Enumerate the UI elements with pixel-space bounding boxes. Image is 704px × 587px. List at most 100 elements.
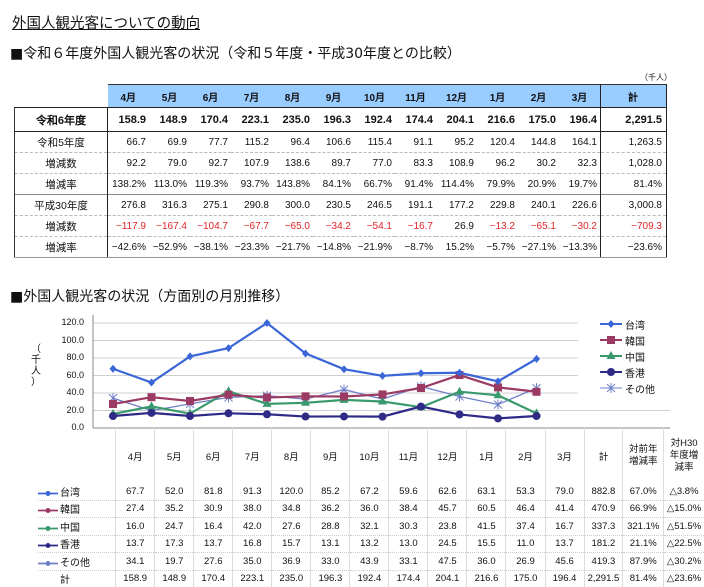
table-cell: 67.7 <box>115 483 155 501</box>
table-cell: 170.4 <box>193 570 233 587</box>
col-header: 4月 <box>115 428 155 483</box>
col-header: 1月 <box>477 84 518 108</box>
table-cell: 230.5 <box>313 194 354 216</box>
header-line: 対前年 <box>628 443 658 455</box>
table-cell: 16.0 <box>115 517 155 536</box>
table-cell: −13.3% <box>559 236 601 258</box>
table-cell: 115.2 <box>231 131 272 153</box>
table-cell: 23.8 <box>427 517 467 536</box>
table-row: 台湾 67.7 52.0 81.8 91.3 120.0 85.2 67.2 59.6 62.6 6… <box>38 483 704 501</box>
table-cell: 106.6 <box>313 131 354 153</box>
table-cell: 69.9 <box>149 131 190 153</box>
legend-triangle-icon <box>38 525 58 531</box>
table-cell: 17.3 <box>154 535 194 553</box>
section1-heading: ■令和６年度外国人観光客の状況（令和５年度・平成30年度との比較） <box>10 46 461 62</box>
legend-label: 香港 <box>625 368 645 380</box>
table-cell: 33.1 <box>388 552 428 571</box>
table-row: 韓国 27.4 35.2 30.9 38.0 34.8 36.2 36.0 38.4 45.7 60… <box>38 500 704 518</box>
table-cell: 46.4 <box>505 500 546 518</box>
table-cell: 62.6 <box>427 483 467 501</box>
table-cell: 36.0 <box>466 552 506 571</box>
table-cell: 77.7 <box>190 131 231 153</box>
table-cell: 38.4 <box>388 500 428 518</box>
table-cell: −14.8% <box>313 236 354 258</box>
table-cell: 96.2 <box>477 152 518 174</box>
table-cell: 30.2 <box>518 152 559 174</box>
table-cell: 175.0 <box>518 107 559 132</box>
table-row: その他 34.1 19.7 27.6 35.0 36.9 33.0 43.9 33.1 47.5 3… <box>38 552 704 571</box>
table-cell: 204.1 <box>436 107 477 132</box>
table-cell: 119.3% <box>194 178 228 190</box>
y-tick-label: 100.0 <box>61 334 84 345</box>
table-cell: 290.8 <box>231 194 272 216</box>
table-cell: 192.4 <box>354 107 395 132</box>
table-cell: 81.4% <box>622 570 664 587</box>
table-cell: 77.0 <box>354 152 395 174</box>
table-cell: −67.7 <box>231 215 272 237</box>
table-cell: −42.6% <box>107 236 149 258</box>
table-cell: 93.7% <box>240 178 269 190</box>
table-cell: 3,000.8 <box>600 194 667 216</box>
legend-item: 香港 <box>600 364 655 380</box>
col-header: 2月 <box>518 84 559 108</box>
table-cell: 216.6 <box>477 107 518 132</box>
row-label: 韓国 <box>38 500 116 518</box>
table-cell: −117.9 <box>107 215 149 237</box>
table-cell: 20.9% <box>527 178 556 190</box>
legend-asterisk-icon <box>38 560 58 566</box>
table-cell: −52.9% <box>149 236 190 258</box>
table-cell: 1,028.0 <box>600 152 667 174</box>
table-cell: 81.4% <box>600 173 667 195</box>
row-label-text: 台湾 <box>60 487 80 499</box>
table-cell: 148.9 <box>149 107 190 132</box>
table-cell: 27.4 <box>115 500 155 518</box>
legend-circle-icon <box>600 368 622 376</box>
table-cell: 16.8 <box>232 535 272 553</box>
row-label: 香港 <box>38 535 116 553</box>
table-cell: −38.1% <box>190 236 231 258</box>
row-label: 令和5年度 <box>14 131 108 153</box>
table-cell: △3.8% <box>663 483 704 501</box>
col-header: 3月 <box>559 84 601 108</box>
table-cell: 229.8 <box>477 194 518 216</box>
col-header: 8月 <box>271 428 311 483</box>
table-cell: 67.0% <box>622 483 664 501</box>
header-line: 減率 <box>674 461 694 473</box>
table-cell: 13.2 <box>349 535 389 553</box>
row-label: その他 <box>38 552 116 571</box>
table-cell: △30.2% <box>663 552 704 571</box>
col-header: 4月 <box>107 84 149 108</box>
row-label-text: 計 <box>60 575 70 587</box>
table-cell: 92.7 <box>190 152 231 174</box>
table-cell: 13.7 <box>193 535 233 553</box>
col-header: 6月 <box>193 428 233 483</box>
table-row: 香港 13.7 17.3 13.7 16.8 15.7 13.1 13.2 13.0 24.5 15… <box>38 535 704 553</box>
header-blank <box>14 84 108 108</box>
table-cell: 158.9 <box>115 570 155 587</box>
table-cell: 107.9 <box>231 152 272 174</box>
table-cell: −104.7 <box>190 215 231 237</box>
legend-circle-icon <box>38 543 58 549</box>
section2-heading: ■外国人観光客の状況（方面別の月別推移） <box>10 289 290 305</box>
legend-item: 台湾 <box>600 316 655 332</box>
table-cell: 85.2 <box>310 483 350 501</box>
legend-label: 韓国 <box>625 336 645 348</box>
table-cell: 67.2 <box>349 483 389 501</box>
header-line: 対H30 <box>670 437 698 449</box>
table-cell: 47.5 <box>427 552 467 571</box>
table-cell: 115.4 <box>354 131 395 153</box>
table-cell: 60.5 <box>466 500 506 518</box>
legend-diamond-icon <box>38 490 58 496</box>
legend-square-icon <box>600 336 622 344</box>
table-cell: 33.0 <box>310 552 350 571</box>
col-header: 3月 <box>544 428 585 483</box>
table-row: 平成30年度 276.8 316.3 275.1 290.8 300.0 230.5 246.… <box>14 194 667 216</box>
table-cell: 53.3 <box>505 483 546 501</box>
col-header-prev-year-rate: 対前年 増減率 <box>622 428 664 483</box>
table-header-row: 4月 5月 6月 7月 8月 9月 10月 11月 12月 1月 2月 3月 計 <box>14 84 667 108</box>
table-cell: −23.6% <box>600 236 667 258</box>
table-cell: 38.0 <box>232 500 272 518</box>
row-label-text: 中国 <box>60 522 80 534</box>
table-cell: 276.8 <box>107 194 149 216</box>
table-cell: 174.4 <box>388 570 428 587</box>
